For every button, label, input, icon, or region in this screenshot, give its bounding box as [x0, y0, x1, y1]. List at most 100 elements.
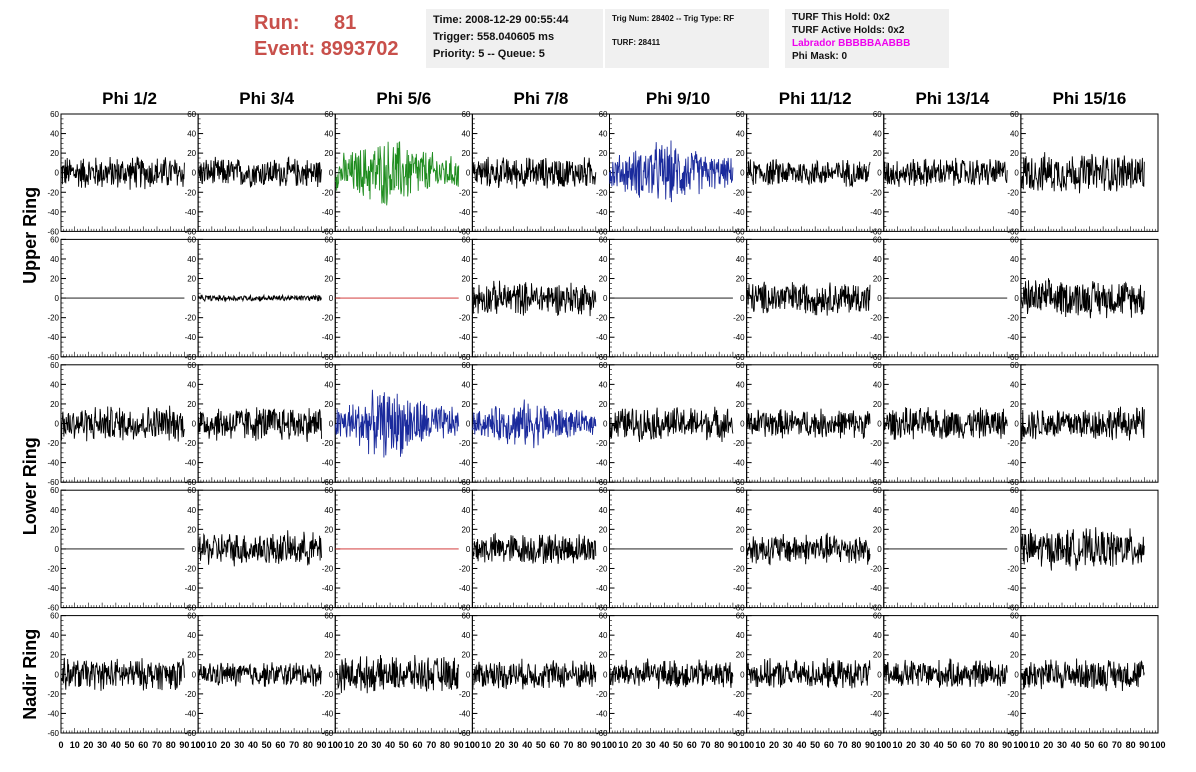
- waveform-trace: [883, 658, 1008, 688]
- waveform-trace: [334, 389, 460, 458]
- y-tick-label: -60: [596, 353, 608, 362]
- x-tick-label: 40: [385, 740, 395, 750]
- y-tick-label: 0: [55, 294, 60, 303]
- x-tick-label: 40: [248, 740, 258, 750]
- y-tick-label: -40: [870, 333, 882, 342]
- waveform-trace: [334, 141, 460, 206]
- y-tick-label: -40: [185, 333, 197, 342]
- x-tick-label: 60: [1098, 740, 1108, 750]
- y-tick-label: 0: [192, 294, 197, 303]
- y-tick-label: -60: [870, 353, 882, 362]
- waveform-trace: [197, 407, 322, 442]
- y-tick-label: 40: [599, 631, 608, 640]
- x-tick-label: 60: [138, 740, 148, 750]
- x-tick-label: 40: [1071, 740, 1081, 750]
- x-tick-label: 20: [221, 740, 231, 750]
- y-tick-label: 40: [461, 130, 470, 139]
- y-tick-label: -20: [870, 439, 882, 448]
- y-tick-label: 60: [50, 612, 59, 621]
- y-tick-label: -40: [1007, 459, 1019, 468]
- y-tick-label: -40: [1007, 333, 1019, 342]
- y-tick-label: 60: [1010, 235, 1019, 244]
- y-tick-label: -40: [185, 584, 197, 593]
- y-tick-label: 40: [599, 130, 608, 139]
- y-tick-label: 0: [740, 420, 745, 429]
- y-tick-label: -20: [47, 690, 59, 699]
- y-tick-label: -40: [596, 709, 608, 718]
- y-tick-label: 20: [461, 149, 470, 158]
- y-tick-label: -40: [185, 208, 197, 217]
- y-tick-label: 40: [1010, 380, 1019, 389]
- x-tick-label: 90: [179, 740, 189, 750]
- y-tick-label: 20: [50, 400, 59, 409]
- x-tick-label: 60: [961, 740, 971, 750]
- waveform-trace: [334, 654, 460, 694]
- y-tick-label: -20: [596, 439, 608, 448]
- y-tick-label: -60: [1007, 227, 1019, 236]
- waveform-trace: [609, 140, 734, 203]
- waveform-trace: [1020, 406, 1145, 442]
- y-tick-label: -60: [1007, 604, 1019, 613]
- y-tick-label: 60: [461, 110, 470, 119]
- y-tick-label: -40: [322, 709, 334, 718]
- run-label: Run:: [254, 12, 300, 34]
- x-tick-label: 30: [234, 740, 244, 750]
- y-tick-label: -20: [185, 564, 197, 573]
- y-tick-label: -20: [733, 564, 745, 573]
- phi-mask-text: Phi Mask: 0: [792, 51, 848, 62]
- y-tick-label: 60: [736, 361, 745, 370]
- x-tick-label: 10: [70, 740, 80, 750]
- y-tick-label: -40: [733, 459, 745, 468]
- y-tick-label: 20: [461, 400, 470, 409]
- x-tick-label: 30: [783, 740, 793, 750]
- y-tick-label: 60: [324, 361, 333, 370]
- x-tick-label: 100: [1013, 740, 1028, 750]
- y-tick-label: 40: [1010, 631, 1019, 640]
- y-tick-label: 60: [50, 110, 59, 119]
- y-tick-label: -60: [322, 227, 334, 236]
- y-tick-label: 40: [187, 255, 196, 264]
- y-tick-label: 60: [50, 486, 59, 495]
- y-tick-label: 20: [1010, 651, 1019, 660]
- y-tick-label: 60: [50, 235, 59, 244]
- column-header: Phi 5/6: [376, 89, 431, 108]
- y-tick-label: -60: [322, 729, 334, 738]
- y-tick-label: -40: [733, 584, 745, 593]
- time-panel: Time: 2008-12-29 00:55:44 Trigger: 558.0…: [426, 9, 603, 68]
- y-tick-label: -40: [47, 208, 59, 217]
- y-tick-label: 60: [599, 110, 608, 119]
- y-tick-label: -40: [459, 584, 471, 593]
- y-tick-label: 20: [187, 275, 196, 284]
- y-tick-label: -20: [47, 188, 59, 197]
- y-tick-label: 0: [192, 670, 197, 679]
- y-tick-label: -40: [1007, 584, 1019, 593]
- y-tick-label: 40: [324, 506, 333, 515]
- y-tick-label: -20: [322, 314, 334, 323]
- waveform-trace: [746, 159, 871, 188]
- y-tick-label: 40: [187, 380, 196, 389]
- y-tick-label: 60: [187, 486, 196, 495]
- trig-panel: Trig Num: 28402 -- Trig Type: RF TURF: 2…: [605, 9, 769, 68]
- y-tick-label: 0: [466, 670, 471, 679]
- x-tick-label: 10: [618, 740, 628, 750]
- priority-text: Priority: 5 -- Queue: 5: [433, 48, 545, 60]
- y-tick-label: -40: [596, 333, 608, 342]
- y-tick-label: -20: [733, 314, 745, 323]
- y-tick-label: -40: [47, 333, 59, 342]
- y-tick-label: -60: [459, 227, 471, 236]
- column-header: Phi 15/16: [1053, 89, 1127, 108]
- y-tick-label: 60: [736, 612, 745, 621]
- y-tick-label: -60: [1007, 478, 1019, 487]
- y-tick-label: 20: [461, 525, 470, 534]
- y-tick-label: 20: [599, 525, 608, 534]
- y-tick-label: -60: [733, 353, 745, 362]
- y-tick-label: -40: [185, 709, 197, 718]
- x-tick-label: 30: [509, 740, 519, 750]
- x-tick-label: 100: [876, 740, 891, 750]
- waveform-trace: [472, 156, 597, 189]
- y-tick-label: -40: [1007, 208, 1019, 217]
- y-tick-label: 60: [736, 235, 745, 244]
- event-label: Event:: [254, 38, 316, 60]
- y-tick-label: 20: [324, 400, 333, 409]
